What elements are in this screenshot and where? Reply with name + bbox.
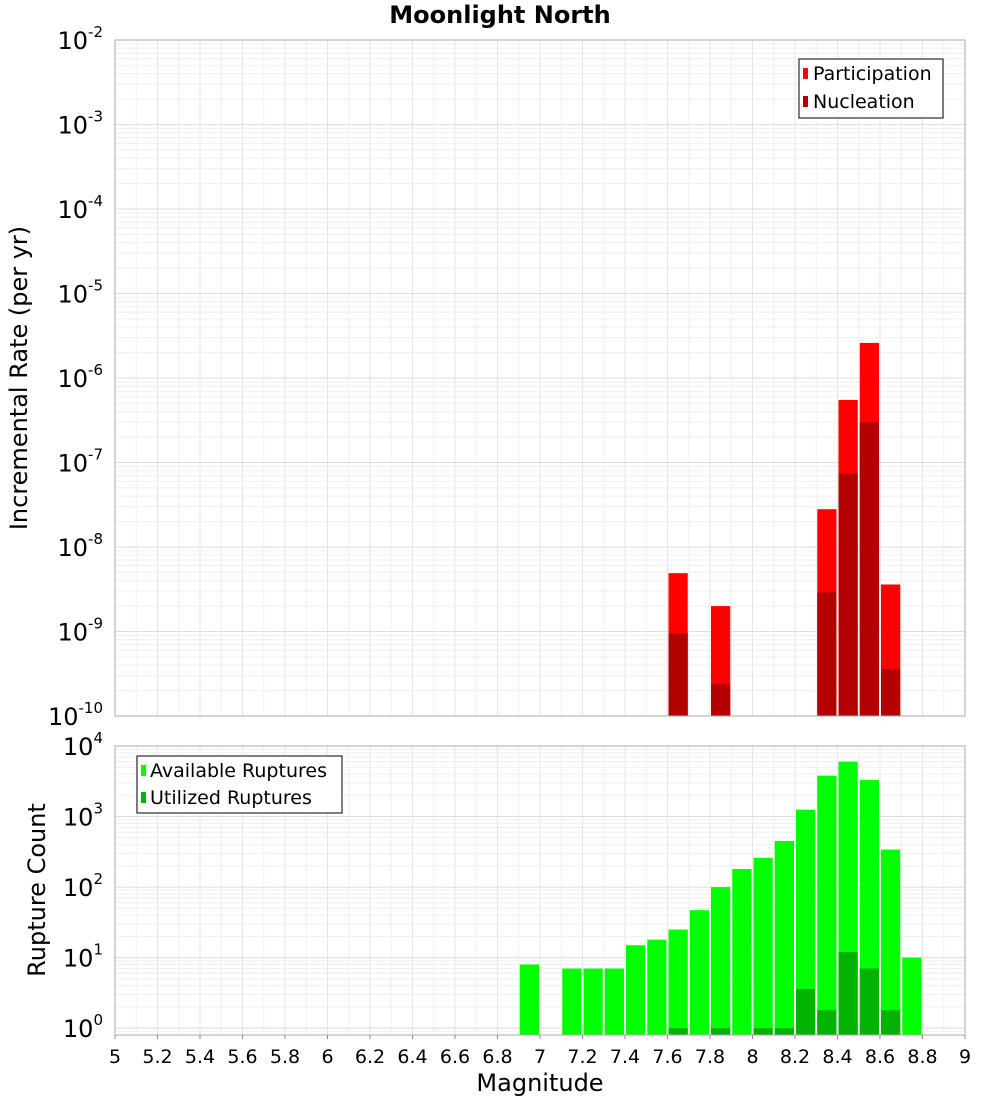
utilized-ruptures-bar	[711, 1028, 731, 1035]
x-tick-label: 5.8	[270, 1046, 300, 1068]
chart-title: Moonlight North	[389, 1, 610, 29]
utilized-ruptures-bar	[753, 1028, 773, 1035]
x-tick-label: 7.2	[567, 1046, 597, 1068]
utilized-ruptures-legend-label: Utilized Ruptures	[150, 787, 312, 809]
utilized-ruptures-bar	[774, 1028, 794, 1035]
y-tick-label: 10-8	[57, 530, 103, 562]
utilized-ruptures-bar	[796, 988, 816, 1035]
x-tick-label: 6.4	[397, 1046, 427, 1068]
x-tick-label: 7.8	[695, 1046, 725, 1068]
x-tick-label: 7.4	[610, 1046, 640, 1068]
nucleation-legend-swatch	[803, 96, 808, 107]
y-tick-label: 10-4	[57, 192, 103, 224]
y-tick-label: 10-6	[57, 361, 103, 393]
nucleation-bar	[817, 592, 837, 716]
top-plot-frame	[114, 39, 966, 717]
x-tick-label: 6.8	[482, 1046, 512, 1068]
y-tick-label: 10-9	[57, 615, 103, 647]
utilized-ruptures-bar	[668, 1028, 688, 1035]
available-ruptures-bar	[604, 968, 624, 1035]
y-tick-label: 100	[63, 1011, 103, 1043]
bottom-legend-box	[136, 755, 343, 814]
bottom-y-axis-label: Rupture Count	[23, 803, 51, 977]
x-tick-label: 8.2	[780, 1046, 810, 1068]
x-tick-label: 6.2	[355, 1046, 385, 1068]
x-axis-label: Magnitude	[476, 1069, 603, 1097]
y-tick-label: 10-10	[48, 699, 103, 731]
y-tick-label: 10-7	[57, 446, 103, 478]
x-tick-label: 5.6	[227, 1046, 257, 1068]
utilized-ruptures-bar	[838, 952, 858, 1035]
nucleation-bar	[859, 422, 879, 716]
x-tick-label: 8.4	[822, 1046, 852, 1068]
y-tick-label: 101	[63, 941, 103, 973]
bottom-legend: Available Ruptures Utilized Ruptures	[136, 755, 343, 814]
utilized-ruptures-bar	[859, 968, 879, 1035]
x-tick-label: 5	[109, 1046, 121, 1068]
top-y-axis-label: Incremental Rate (per yr)	[5, 226, 33, 530]
utilized-ruptures-bar	[881, 1010, 901, 1035]
y-tick-label: 104	[63, 729, 103, 761]
y-tick-label: 10-2	[57, 23, 103, 55]
x-tick-label: 8.8	[907, 1046, 937, 1068]
x-tick-label: 7.6	[652, 1046, 682, 1068]
utilized-ruptures-bar	[817, 1010, 837, 1035]
available-ruptures-bar	[732, 869, 752, 1035]
y-tick-label: 103	[63, 800, 103, 832]
nucleation-bar	[668, 633, 688, 716]
top-plot-grid	[114, 40, 966, 717]
x-tick-label: 5.2	[142, 1046, 172, 1068]
available-ruptures-bar	[902, 957, 922, 1035]
top-legend-box	[798, 58, 944, 119]
top-y-ticks: 10-10 10-9 10-8 10-7 10-6 10-5 10-4 10-3 10-2	[48, 23, 103, 731]
participation-legend-swatch	[803, 68, 808, 79]
available-ruptures-bar	[796, 809, 816, 1035]
available-ruptures-bar	[817, 775, 837, 1035]
utilized-ruptures-legend-swatch	[141, 792, 146, 803]
available-ruptures-bar	[774, 841, 794, 1035]
x-ticks: 5 5.2 5.4 5.6 5.8 6 6.2 6.4 6.6 6.8 7 7.2 7.4 7.6 7.8 8…	[109, 1035, 971, 1068]
y-tick-label: 10-3	[57, 108, 103, 140]
available-ruptures-bar	[668, 929, 688, 1035]
available-ruptures-bar	[753, 857, 773, 1035]
bottom-plot-bars	[519, 761, 922, 1035]
participation-legend-label: Participation	[813, 63, 932, 85]
y-tick-label: 10-5	[57, 277, 103, 309]
x-tick-label: 7	[534, 1046, 546, 1068]
x-tick-label: 8.6	[865, 1046, 895, 1068]
available-ruptures-bar	[711, 887, 731, 1035]
nucleation-bar	[838, 473, 858, 716]
nucleation-bar	[711, 683, 731, 716]
available-ruptures-bar	[583, 968, 603, 1035]
x-tick-label: 8	[746, 1046, 758, 1068]
x-tick-label: 5.4	[185, 1046, 215, 1068]
x-tick-label: 6.6	[440, 1046, 470, 1068]
nucleation-bar	[881, 668, 901, 716]
top-plot-bars	[668, 342, 901, 716]
available-ruptures-bar	[626, 945, 646, 1035]
nucleation-legend-label: Nucleation	[813, 91, 915, 113]
available-ruptures-bar	[519, 964, 539, 1035]
available-ruptures-bar	[647, 939, 667, 1035]
available-ruptures-bar	[689, 910, 709, 1035]
top-legend: Participation Nucleation	[798, 58, 944, 119]
available-ruptures-legend-swatch	[141, 765, 146, 776]
x-tick-label: 6	[321, 1046, 333, 1068]
available-ruptures-bar	[881, 849, 901, 1035]
available-ruptures-bar	[562, 968, 582, 1035]
y-tick-label: 102	[63, 870, 103, 902]
available-ruptures-legend-label: Available Ruptures	[150, 760, 327, 782]
bottom-y-ticks: 100 101 102 103 104	[63, 729, 103, 1043]
x-tick-label: 9	[959, 1046, 971, 1068]
